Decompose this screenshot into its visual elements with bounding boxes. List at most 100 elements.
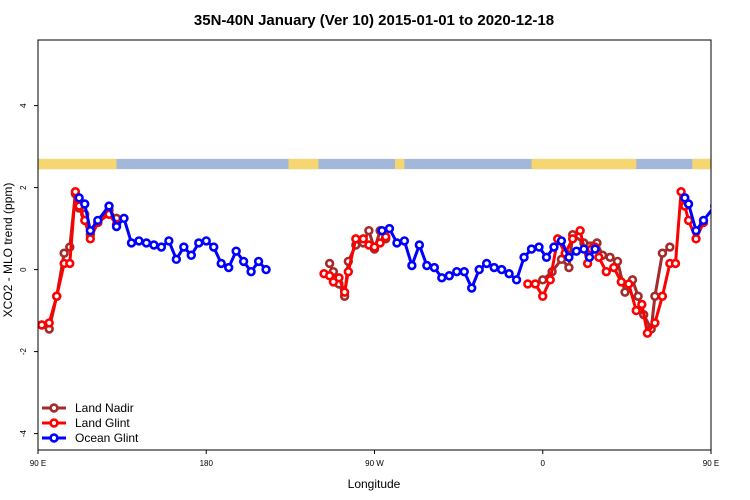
land-nadir-point — [633, 291, 643, 301]
ocean-glint-point — [444, 271, 454, 281]
ocean-glint-point — [730, 240, 737, 247]
ocean-glint-point — [584, 252, 595, 262]
ocean-glint-point — [194, 238, 204, 248]
ocean-glint-point — [691, 225, 701, 236]
land-glint-point — [567, 234, 578, 244]
land-nadir-segment — [616, 259, 627, 294]
legend-label: Land Glint — [75, 416, 130, 430]
ocean-glint-point — [481, 258, 492, 269]
ocean-glint-point — [119, 213, 129, 224]
land-glint-point — [691, 234, 701, 244]
land-glint-point — [670, 258, 681, 269]
ocean-glint-point — [231, 246, 241, 256]
ocean-glint-point — [452, 266, 462, 277]
ocean-glint-point — [399, 236, 410, 246]
series-layer — [38, 187, 750, 338]
legend-marker — [49, 403, 59, 413]
land-glint-point — [657, 291, 668, 301]
ocean-glint-point — [80, 199, 90, 209]
land-glint-point — [609, 262, 619, 273]
land-nadir-point — [657, 248, 668, 258]
ocean-glint-point — [141, 238, 152, 248]
ocean-glint-point — [149, 240, 159, 250]
y-tick-label: 4 — [19, 103, 28, 108]
ocean-glint-point — [710, 203, 711, 209]
land-glint-segment — [55, 261, 66, 298]
land-glint-segment — [346, 237, 358, 274]
ocean-glint-point — [745, 240, 750, 247]
land-glint-point — [44, 318, 54, 328]
land-glint-point — [38, 320, 47, 330]
ocean-glint-point — [437, 273, 447, 283]
ocean-glint-point — [459, 266, 469, 277]
legend-item-land-nadir: Land Nadir — [42, 401, 134, 415]
ocean-glint-point — [738, 238, 745, 245]
land-nadir-point — [538, 275, 548, 285]
land-glint-point — [343, 266, 354, 277]
x-tick-label: 90 E — [30, 459, 46, 468]
land-glint-point — [594, 252, 604, 262]
ocean-glint-point — [723, 215, 730, 222]
x-axis-label: Longitude — [348, 477, 401, 491]
land-nadir-point — [620, 287, 630, 297]
land-glint-point — [334, 273, 344, 283]
ocean-glint-point — [496, 264, 507, 275]
ocean-glint-point — [534, 242, 544, 252]
series-land-nadir — [38, 189, 675, 334]
ocean-glint-point — [126, 238, 137, 248]
ocean-glint-segment — [718, 218, 725, 226]
land-glint-point — [530, 279, 540, 289]
ocean-glint-point — [253, 256, 264, 267]
series-land-glint — [38, 187, 709, 338]
legend-label: Land Nadir — [75, 401, 134, 415]
land-strip-segment — [288, 158, 319, 170]
legend-item-ocean-glint: Ocean Glint — [42, 431, 139, 445]
land-glint-point — [575, 225, 585, 236]
y-tick-label: -2 — [19, 347, 28, 355]
ocean-glint-point — [467, 283, 477, 293]
land-glint-point — [616, 277, 626, 287]
ocean-glint-point — [511, 275, 522, 285]
ocean-glint-point — [474, 264, 484, 275]
ocean-glint-point — [429, 262, 440, 273]
ocean-glint-point — [564, 252, 574, 262]
land-glint-point — [65, 258, 75, 269]
ocean-glint-segment — [733, 241, 740, 243]
x-tick-label: 180 — [200, 459, 214, 468]
ocean-glint-point — [504, 269, 514, 279]
land-nadir-point — [59, 248, 69, 258]
ocean-glint-point — [134, 236, 144, 246]
ocean-glint-point — [111, 221, 122, 232]
land-glint-segment — [660, 261, 672, 298]
land-ocean-band — [38, 158, 711, 170]
land-nadir-point — [665, 242, 675, 252]
ocean-glint-point — [549, 242, 559, 252]
ocean-glint-point — [698, 215, 709, 226]
ocean-glint-point — [414, 240, 425, 250]
land-glint-point — [85, 234, 96, 244]
ocean-glint-point — [377, 225, 387, 236]
land-nadir-point — [324, 258, 335, 269]
y-axis-label: XCO2 - MLO trend (ppm) — [1, 183, 15, 318]
ocean-glint-point — [246, 266, 256, 277]
ocean-glint-point — [489, 262, 499, 273]
ocean-glint-point — [93, 215, 103, 226]
ocean-glint-point — [223, 262, 234, 273]
land-strip-segment — [38, 158, 117, 170]
ocean-glint-point — [201, 236, 211, 246]
ocean-glint-point — [164, 236, 174, 246]
ocean-glint-point — [179, 242, 189, 252]
land-glint-segment — [68, 190, 77, 265]
ocean-glint-point — [261, 264, 271, 275]
land-glint-point — [545, 275, 555, 285]
legend-marker — [49, 418, 59, 428]
ocean-glint-point — [216, 258, 226, 269]
plot-frame — [37, 39, 712, 451]
land-glint-point — [358, 234, 368, 244]
land-nadir-point — [650, 291, 660, 301]
land-strip-segment — [692, 158, 711, 170]
land-glint-point — [339, 287, 350, 297]
ocean-glint-point — [384, 223, 395, 234]
ocean-glint-segment — [726, 218, 733, 243]
